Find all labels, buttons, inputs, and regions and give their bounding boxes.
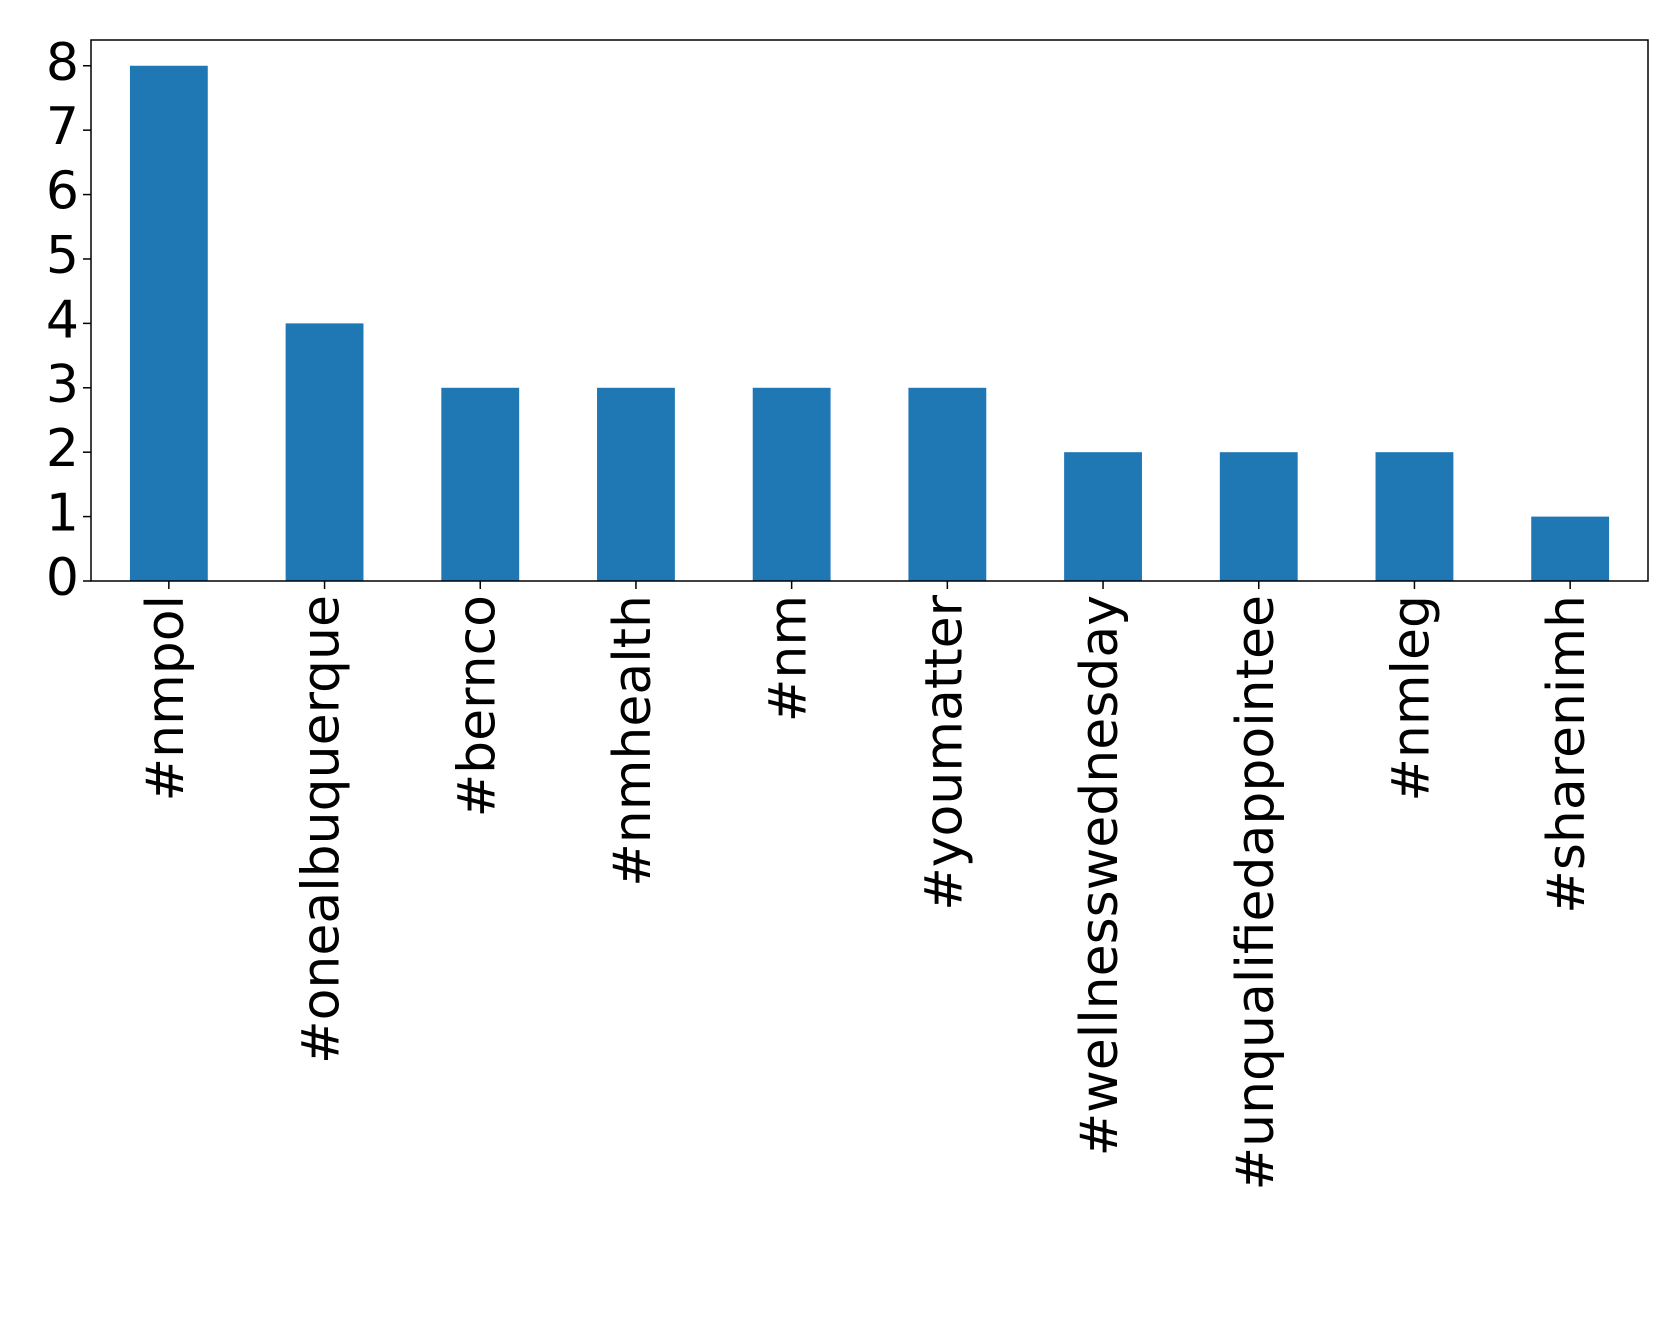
bar [597, 387, 675, 581]
y-tick-label: 3 [46, 355, 79, 415]
x-tick-label: #nmleg [1381, 595, 1441, 802]
bar [1219, 452, 1298, 581]
bar [441, 387, 520, 581]
y-tick-label: 6 [46, 162, 79, 222]
bar [1531, 516, 1610, 581]
y-tick-label: 7 [46, 97, 79, 157]
y-tick-label: 8 [46, 33, 79, 93]
y-tick-label: 1 [46, 484, 79, 544]
x-tick-label: #bernco [447, 595, 507, 817]
plot-frame [90, 39, 1649, 582]
bar [1064, 452, 1142, 581]
bar [908, 387, 987, 581]
y-tick-label: 2 [46, 419, 79, 479]
x-tick-label: #sharenimh [1537, 595, 1597, 914]
x-tick-label: #wellnesswednesday [1070, 595, 1130, 1156]
y-tick-label: 5 [46, 226, 79, 286]
y-tick-label: 4 [46, 290, 79, 350]
x-tick-label: #nmhealth [603, 595, 663, 887]
x-tick-label: #nmpol [136, 595, 196, 801]
bar [285, 323, 364, 581]
x-tick-label: #unqualifiedappointee [1226, 595, 1286, 1190]
bar [129, 65, 208, 581]
x-tick-label: #onealbuquerque [292, 595, 352, 1064]
bar [1375, 452, 1454, 581]
y-tick-label: 0 [46, 548, 79, 608]
x-tick-label: #youmatter [914, 594, 974, 910]
bar [752, 387, 831, 581]
x-tick-label: #nm [759, 595, 819, 722]
